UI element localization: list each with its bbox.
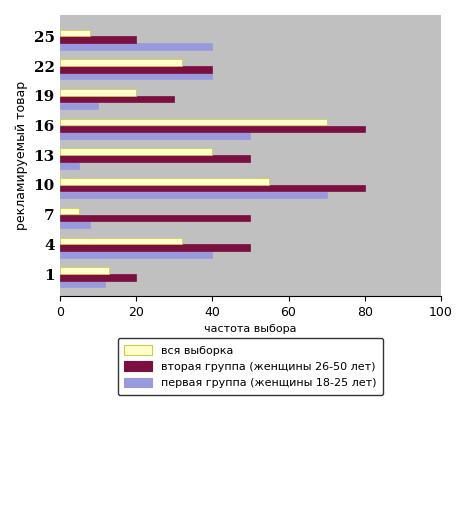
Bar <box>59 133 250 139</box>
Bar <box>59 103 98 109</box>
Bar <box>59 215 250 221</box>
Bar <box>59 251 212 258</box>
Bar <box>59 192 327 198</box>
X-axis label: частота выбора: частота выбора <box>204 325 297 335</box>
Bar <box>59 73 212 79</box>
Bar <box>59 208 79 215</box>
Bar <box>59 185 365 191</box>
Bar <box>59 238 182 244</box>
Bar <box>59 148 212 155</box>
Bar <box>59 178 270 185</box>
Bar <box>59 126 365 132</box>
Bar <box>59 36 136 43</box>
Bar <box>59 245 250 251</box>
Y-axis label: рекламируемый товар: рекламируемый товар <box>15 81 28 230</box>
Bar <box>59 29 90 36</box>
Bar <box>59 119 327 125</box>
Bar <box>59 267 109 274</box>
Bar <box>59 162 79 169</box>
Bar <box>59 96 174 103</box>
Bar <box>59 281 105 287</box>
Bar <box>59 221 90 228</box>
Bar <box>59 59 182 66</box>
Bar <box>59 43 212 50</box>
Bar <box>59 155 250 162</box>
Legend: вся выборка, вторая группа (женщины 26-50 лет), первая группа (женщины 18-25 лет: вся выборка, вторая группа (женщины 26-5… <box>117 338 383 395</box>
Bar <box>59 89 136 96</box>
Bar <box>59 66 212 73</box>
Bar <box>59 274 136 281</box>
